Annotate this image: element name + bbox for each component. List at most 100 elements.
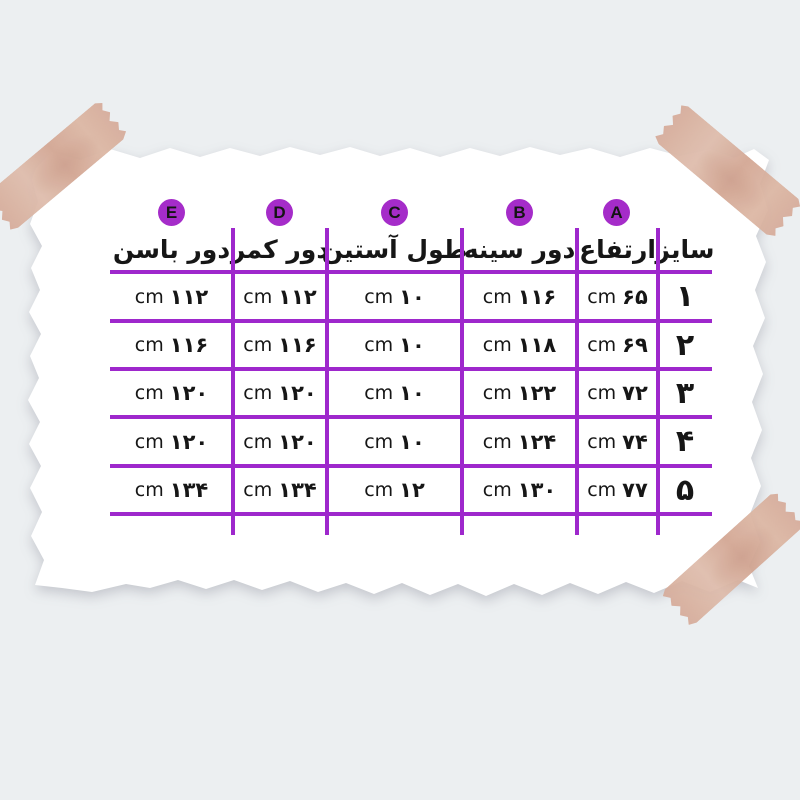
unit-label: cm	[134, 382, 164, 404]
value: ۱۱۶	[517, 284, 557, 309]
chest-cell-row2: ۱۱۸ cm	[462, 321, 577, 369]
value: ۷۴	[622, 429, 648, 454]
unit-label: cm	[482, 479, 512, 501]
unit-label: cm	[364, 334, 394, 356]
horizontal-grid-line	[110, 512, 712, 516]
horizontal-grid-line	[110, 319, 712, 323]
horizontal-grid-line	[110, 464, 712, 468]
sleeve-cell-row5: ۱۲ cm	[327, 466, 462, 514]
unit-label: cm	[482, 285, 512, 308]
unit-label: cm	[134, 334, 164, 356]
waist-cell-row3: ۱۲۰ cm	[233, 369, 327, 417]
badge-a-letter: A	[610, 202, 623, 222]
value: ۱۰	[399, 284, 425, 309]
height-cell-row2: ۶۹ cm	[577, 321, 658, 369]
col-header-sleeve: طول آستین	[321, 234, 468, 264]
value: ۱۱۶	[169, 333, 209, 357]
waist-cell-row2: ۱۱۶ cm	[233, 321, 327, 369]
vertical-grid-line	[575, 228, 579, 535]
chest-cell-row4: ۱۲۴ cm	[462, 417, 577, 466]
badge-e-letter: E	[165, 202, 178, 222]
unit-label: cm	[134, 285, 164, 308]
value: ۱۲۰	[278, 429, 317, 454]
value: ۱۳۰	[517, 478, 557, 502]
unit-label: cm	[243, 285, 273, 308]
unit-label: cm	[587, 479, 617, 501]
badge-b-letter: B	[513, 202, 526, 222]
waist-cell-row5: ۱۳۴ cm	[233, 466, 327, 514]
value: ۱۲۰	[169, 381, 209, 405]
unit-label: cm	[482, 334, 512, 356]
size-cell-row3: ۳	[675, 375, 695, 411]
height-cell-row4: ۷۴ cm	[577, 417, 658, 466]
chest-cell-row1: ۱۱۶ cm	[462, 272, 577, 321]
value: ۷۷	[622, 478, 648, 502]
hip-cell-row5: ۱۳۴ cm	[110, 466, 233, 514]
badge-c: C	[381, 199, 408, 226]
unit-label: cm	[482, 382, 512, 404]
hip-cell-row1: ۱۱۲ cm	[110, 272, 233, 321]
unit-label: cm	[134, 479, 164, 501]
unit-label: cm	[364, 382, 394, 404]
vertical-grid-line	[325, 228, 329, 535]
sleeve-cell-row1: ۱۰ cm	[327, 272, 462, 321]
vertical-grid-line	[460, 228, 464, 535]
unit-label: cm	[364, 285, 394, 308]
sleeve-cell-row4: ۱۰ cm	[327, 417, 462, 466]
size-chart-table: A B C D E سایز ارتفاع دور سینه طول آستین…	[110, 195, 715, 545]
unit-label: cm	[587, 382, 617, 404]
value: ۱۳۴	[278, 478, 317, 502]
badge-c-letter: C	[388, 202, 401, 222]
horizontal-grid-line	[110, 415, 712, 419]
hip-cell-row2: ۱۱۶ cm	[110, 321, 233, 369]
value: ۱۰	[399, 429, 425, 454]
col-header-chest: دور سینه	[463, 234, 576, 264]
unit-label: cm	[482, 430, 512, 453]
col-header-height: ارتفاع	[579, 234, 656, 264]
value: ۷۲	[622, 381, 648, 405]
value: ۱۳۴	[169, 478, 209, 502]
col-header-waist: دور کمر	[230, 234, 330, 264]
value: ۱۱۲	[278, 284, 317, 309]
unit-label: cm	[243, 430, 273, 453]
badge-b: B	[506, 199, 533, 226]
unit-label: cm	[243, 334, 273, 356]
hip-cell-row4: ۱۲۰ cm	[110, 417, 233, 466]
size-cell-row5: ۵	[675, 472, 695, 508]
unit-label: cm	[587, 430, 617, 453]
waist-cell-row1: ۱۱۲ cm	[233, 272, 327, 321]
unit-label: cm	[587, 334, 617, 356]
value: ۶۵	[622, 284, 648, 309]
value: ۱۲۰	[169, 429, 209, 454]
unit-label: cm	[587, 285, 617, 308]
height-cell-row1: ۶۵ cm	[577, 272, 658, 321]
vertical-grid-line	[656, 228, 660, 535]
value: ۶۹	[622, 333, 648, 357]
horizontal-grid-line	[110, 270, 712, 274]
chest-cell-row3: ۱۲۲ cm	[462, 369, 577, 417]
vertical-grid-line	[231, 228, 235, 535]
value: ۱۰	[399, 333, 425, 357]
unit-label: cm	[364, 430, 394, 453]
value: ۱۲۰	[278, 381, 317, 405]
value: ۱۱۶	[278, 333, 317, 357]
unit-label: cm	[243, 382, 273, 404]
hip-cell-row3: ۱۲۰ cm	[110, 369, 233, 417]
value: ۱۲۴	[517, 429, 557, 454]
sleeve-cell-row2: ۱۰ cm	[327, 321, 462, 369]
value: ۱۲	[399, 478, 425, 502]
unit-label: cm	[243, 479, 273, 501]
value: ۱۲۲	[517, 381, 557, 405]
chest-cell-row5: ۱۳۰ cm	[462, 466, 577, 514]
col-header-hip: دور باسن	[112, 234, 231, 264]
size-cell-row4: ۴	[675, 424, 695, 459]
waist-cell-row4: ۱۲۰ cm	[233, 417, 327, 466]
value: ۱۱۸	[517, 333, 557, 357]
sleeve-cell-row3: ۱۰ cm	[327, 369, 462, 417]
table-grid: سایز ارتفاع دور سینه طول آستین دور کمر د…	[110, 228, 715, 514]
value: ۱۱۲	[169, 284, 209, 309]
badge-d: D	[266, 199, 293, 226]
size-cell-row1: ۱	[675, 279, 695, 314]
value: ۱۰	[399, 381, 425, 405]
